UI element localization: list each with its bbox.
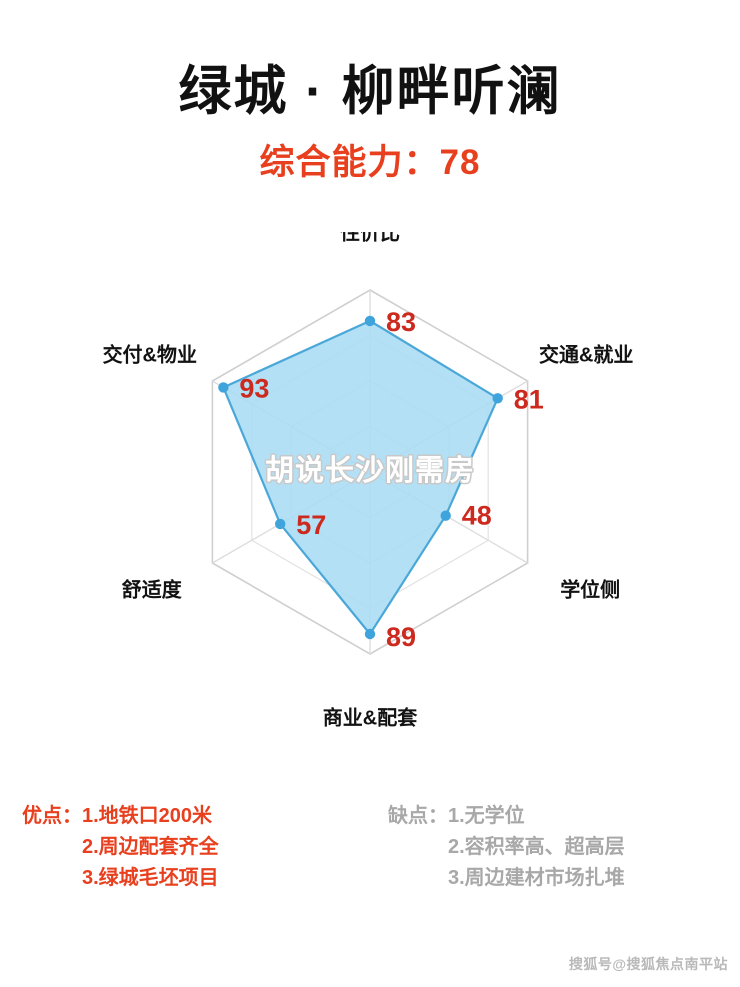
header: 绿城 · 柳畔听澜 综合能力：78 bbox=[0, 62, 740, 185]
radar-data-point bbox=[364, 315, 376, 327]
radar-data-point bbox=[440, 510, 451, 521]
cons-item-3: 3.周边建材市场扎堆 bbox=[448, 867, 625, 889]
radar-value-label: 48 bbox=[462, 501, 492, 531]
pros-item-2: 2.周边配套齐全 bbox=[82, 836, 219, 858]
center-watermark: 胡说长沙刚需房 bbox=[265, 454, 475, 487]
pros-item-3: 3.绿城毛坯项目 bbox=[82, 867, 219, 889]
list-item: 优点： 1.地铁口200米 bbox=[22, 806, 219, 826]
radar-value-label: 81 bbox=[514, 384, 544, 414]
radar-data-point bbox=[275, 518, 286, 530]
pros-list: 优点： 1.地铁口200米 优点： 2.周边配套齐全 优点： 3.绿城毛坯项目 bbox=[22, 806, 219, 899]
radar-value-label: 57 bbox=[296, 510, 326, 540]
pros-heading: 优点： bbox=[22, 805, 82, 827]
radar-data-point bbox=[364, 628, 376, 640]
footer-watermark: 搜狐号@搜狐焦点南平站 bbox=[568, 956, 728, 972]
cons-item-2: 2.容积率高、超高层 bbox=[448, 836, 625, 858]
cons-heading: 缺点： bbox=[388, 805, 448, 827]
radar-data-point bbox=[218, 382, 229, 393]
radar-axis-label-1: 交通&就业 bbox=[539, 343, 633, 367]
radar-axis-label-4: 舒适度 bbox=[122, 577, 183, 601]
radar-axis-label-0: 性价比 bbox=[340, 232, 400, 245]
cons-list: 缺点： 1.无学位 缺点： 2.容积率高、超高层 缺点： 3.周边建材市场扎堆 bbox=[388, 806, 625, 899]
radar-axis-label-2: 学位侧 bbox=[560, 577, 620, 601]
radar-value-label: 93 bbox=[239, 373, 269, 403]
list-item: 缺点： 3.周边建材市场扎堆 bbox=[388, 868, 625, 888]
radar-value-labels: 83 81 48 89 57 93 bbox=[239, 307, 543, 652]
overall-score-subtitle: 综合能力：78 bbox=[259, 143, 481, 183]
cons-item-1: 1.无学位 bbox=[448, 805, 525, 827]
radar-data-point bbox=[492, 393, 503, 404]
list-item: 优点： 3.绿城毛坯项目 bbox=[22, 868, 219, 888]
radar-value-label: 83 bbox=[386, 307, 416, 337]
list-item: 缺点： 1.无学位 bbox=[388, 806, 625, 826]
radar-markers bbox=[218, 315, 503, 640]
radar-axis-label-5: 交付&物业 bbox=[103, 343, 197, 367]
notes-section: 优点： 1.地铁口200米 优点： 2.周边配套齐全 优点： 3.绿城毛坯项目 … bbox=[0, 806, 740, 926]
list-item: 优点： 2.周边配套齐全 bbox=[22, 837, 219, 857]
radar-value-label: 89 bbox=[386, 622, 416, 652]
radar-axis-label-3: 商业&配套 bbox=[323, 705, 417, 729]
radar-chart: 83 81 48 89 57 93 性价比交通&就业学位侧商业&配套 舒适度 交付&物业 胡说… bbox=[0, 232, 740, 732]
list-item: 缺点： 2.容积率高、超高层 bbox=[388, 837, 625, 857]
pros-item-1: 1.地铁口200米 bbox=[82, 805, 213, 827]
page-title: 绿城 · 柳畔听澜 bbox=[178, 62, 562, 121]
